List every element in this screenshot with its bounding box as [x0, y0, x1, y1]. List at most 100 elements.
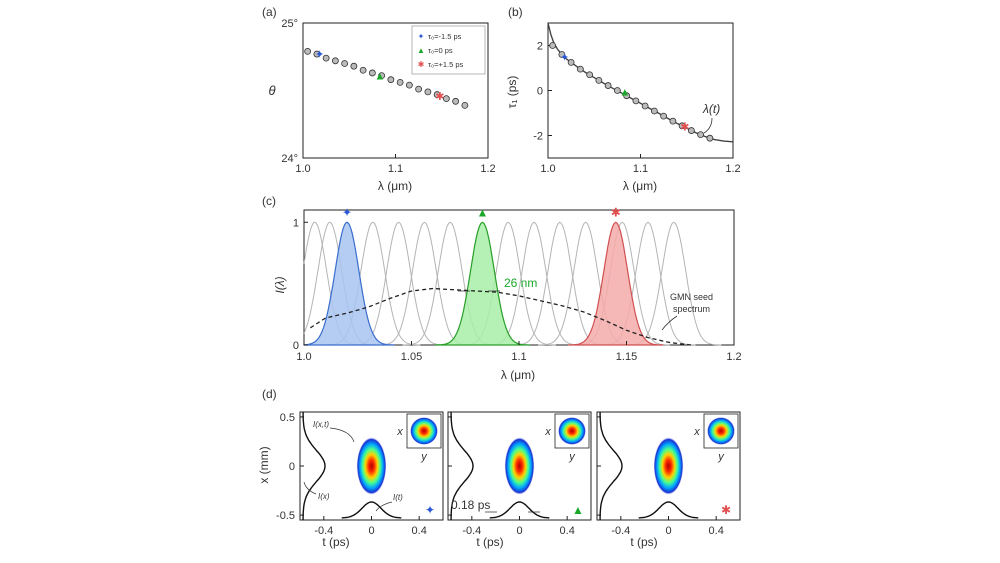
panel-c-label: (c)	[262, 194, 276, 208]
d-subpanel-2: -0.4 0 0.4 y x ▲	[447, 411, 592, 537]
panel-b-label: (b)	[508, 5, 523, 19]
a-highlight-marker: ✱	[435, 91, 444, 103]
a-data-point	[405, 81, 413, 89]
b-data-point	[650, 107, 658, 115]
b-data-point	[549, 42, 557, 49]
panel-d-ixt-annotation: I(x,t)	[313, 420, 329, 429]
legend-box	[411, 25, 486, 75]
a-data-point	[304, 47, 312, 55]
panel-b-annotation: λ(t)	[702, 102, 720, 116]
b-data-point	[641, 102, 649, 110]
a-ytick-label: 25°	[281, 18, 298, 30]
c-gaussian-curve	[376, 221, 472, 346]
d-subpanel-marker: ▲	[572, 503, 584, 517]
legend-symbol-1: ▲	[417, 46, 425, 55]
a-data-point	[424, 88, 432, 96]
d-ytick-label: 0	[289, 461, 295, 473]
panel-a: (a) 1.0 1.1 1.2 24° 25° θ λ (μm) ✦ ▲ ✱ ✦ τ₀=-1…	[262, 5, 496, 193]
panel-a-ticks: 1.0 1.1 1.2 24° 25°	[281, 18, 495, 175]
a-xtick-label: 1.2	[480, 163, 495, 175]
c-highlighted-gaussian	[434, 221, 530, 346]
b-data-point	[595, 76, 603, 84]
a-data-point	[313, 50, 321, 58]
panel-a-legend: ✦ τ₀=-1.5 ps ▲ τ₀=0 ps ✱ τ₀=+1.5 ps	[411, 25, 486, 75]
a-data-point	[387, 76, 395, 84]
a-data-point	[378, 72, 386, 80]
a-data-point	[433, 91, 441, 98]
b-data-point	[604, 82, 612, 89]
c-highlighted-gaussian	[568, 221, 664, 346]
panel-d: (d) x (mm) -0.4 0 0.4 0.5 0 -0.5 y x ✦ -0.4 0 0.4 y x…	[257, 387, 741, 549]
a-data-point	[452, 97, 460, 105]
legend-symbol-0: ✦	[418, 32, 425, 41]
a-data-point	[368, 69, 376, 77]
a-data-point	[442, 95, 450, 102]
panel-c-highlighted: ✦ ▲ ✱	[303, 205, 664, 346]
d-it-profile	[638, 501, 699, 519]
a-data-point	[331, 57, 339, 65]
panel-c-seed-spectrum	[310, 287, 692, 346]
b-xtick-label: 1.0	[540, 163, 555, 175]
d-inset-xlabel: y	[717, 451, 725, 463]
c-xtick-label: 1.1	[511, 351, 526, 363]
d-inset-ylabel: x	[396, 426, 403, 438]
legend-symbol-2: ✱	[418, 60, 425, 69]
d-xtick-label: 0.4	[709, 525, 724, 537]
panel-c-seed-arrow	[661, 315, 678, 331]
panel-b-annotation-arrow	[703, 117, 713, 134]
a-highlight-marker: ✦	[315, 49, 324, 61]
b-data-point	[660, 112, 668, 120]
b-data-point	[586, 71, 594, 79]
panel-b-curve	[547, 22, 734, 143]
panel-a-ylabel: θ	[268, 83, 275, 98]
panel-b-ticks: 1.0 1.1 1.2 2 0 -2	[533, 41, 740, 176]
d-subpanel-3: -0.4 0 0.4 y x ✱	[596, 411, 741, 537]
b-highlight-marker: ✱	[680, 122, 689, 134]
panel-b: (b) 1.0 1.1 1.2 2 0 -2 τ₁ (ps) λ (μm) ✦ ▲ ✱ λ(t…	[505, 5, 741, 193]
c-highlight-marker: ▲	[477, 205, 489, 219]
a-data-point	[396, 79, 404, 86]
b-xtick-label: 1.1	[633, 163, 648, 175]
d-xtick-label: -0.4	[314, 525, 333, 537]
panel-d-ix-arrow	[303, 481, 317, 495]
panel-b-markers: ✦ ▲ ✱	[560, 52, 689, 134]
d-xtick-label: 0	[368, 525, 374, 537]
d-intensity-map	[653, 437, 684, 495]
d-subpanel-1: -0.4 0 0.4 0.5 0 -0.5 y x ✦	[276, 411, 444, 537]
b-ytick-label: -2	[533, 131, 543, 143]
panel-b-frame	[547, 22, 734, 159]
b-ytick-label: 2	[537, 41, 543, 53]
b-data-point	[669, 117, 677, 125]
d-it-profile	[341, 501, 402, 519]
panel-a-label: (a)	[262, 5, 277, 19]
panel-d-it-arrow	[375, 501, 393, 512]
panel-c-seed-annotation-2: spectrum	[673, 304, 710, 314]
panel-d-xlabel-2: t (ps)	[476, 535, 503, 549]
b-data-point	[558, 51, 566, 58]
a-data-point	[415, 85, 423, 93]
c-xtick-label: 1.15	[616, 351, 637, 363]
d-xtick-label: 0.4	[412, 525, 427, 537]
panel-a-xlabel: λ (μm)	[378, 179, 412, 193]
panel-c-ticks: 1.0 1.05 1.1 1.15 1.2 0 1	[293, 217, 742, 363]
c-highlight-marker: ✦	[342, 205, 352, 219]
d-xtick-label: 0	[665, 525, 671, 537]
d-subpanel-marker: ✱	[721, 503, 731, 517]
panel-c: (c) ✦ ▲ ✱ 1.0 1.05 1.1 1.15 1.201 I(λ) λ (μm) …	[262, 194, 742, 382]
d-ix-profile	[599, 412, 623, 520]
b-data-point	[632, 97, 640, 105]
panel-d-label: (d)	[262, 387, 277, 401]
panel-c-xlabel: λ (μm)	[501, 368, 535, 382]
c-highlight-marker: ✱	[611, 205, 621, 219]
c-xtick-label: 1.2	[726, 351, 741, 363]
b-data-point	[697, 131, 705, 139]
a-highlight-marker: ▲	[374, 71, 385, 83]
c-ytick-label: 1	[293, 217, 299, 229]
panel-a-points	[304, 47, 469, 109]
panel-d-it-annotation: I(t)	[393, 493, 403, 502]
d-ytick-label: 0.5	[280, 412, 295, 424]
panel-c-width-annotation: 26 nm	[504, 276, 537, 290]
panel-b-points	[549, 42, 714, 142]
b-data-point	[706, 134, 714, 142]
b-data-point	[613, 87, 621, 94]
